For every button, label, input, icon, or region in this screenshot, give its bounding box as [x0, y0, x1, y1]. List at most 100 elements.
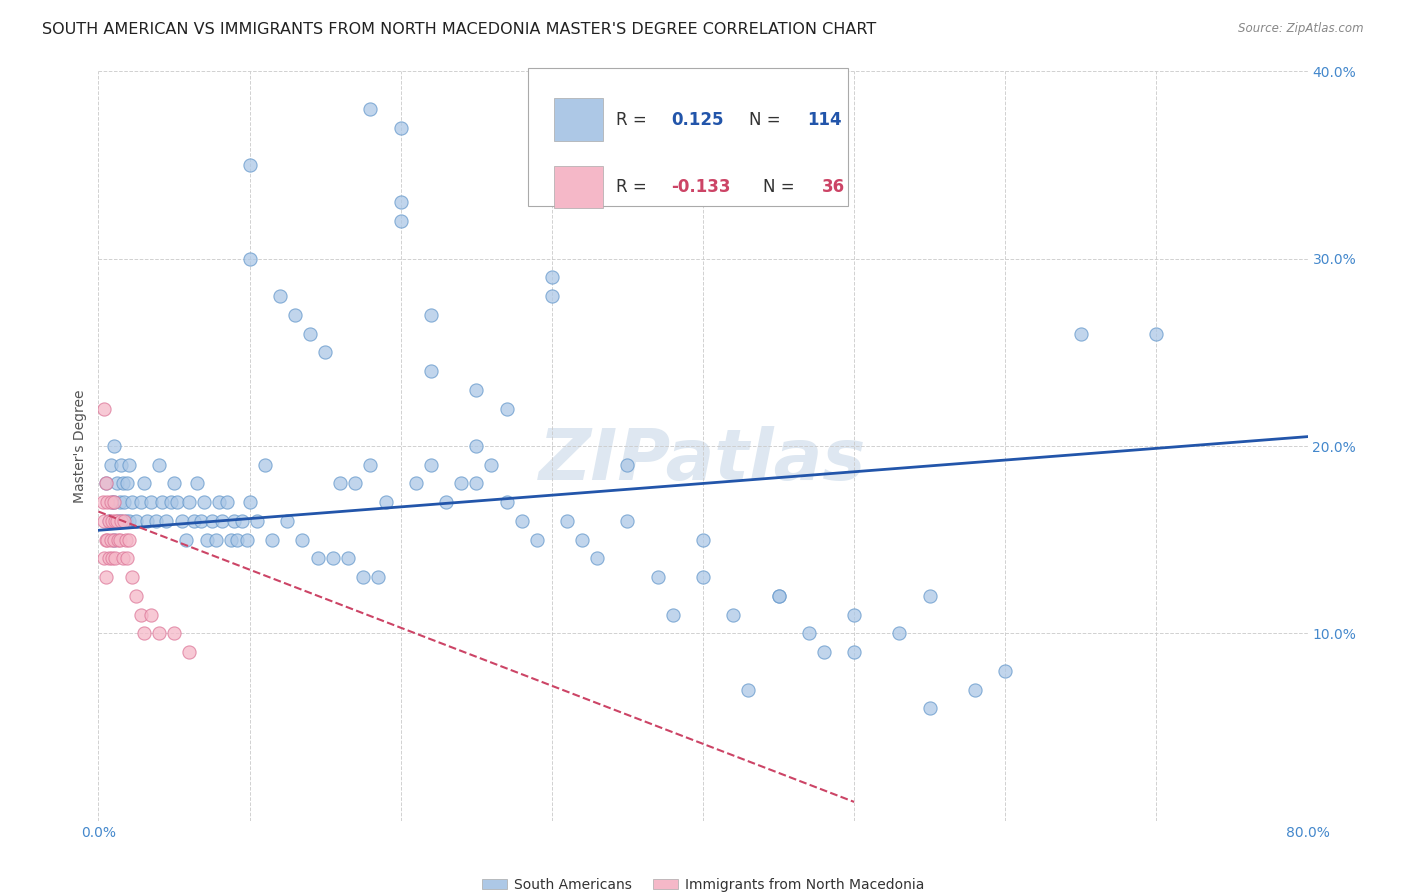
Text: Source: ZipAtlas.com: Source: ZipAtlas.com	[1239, 22, 1364, 36]
Point	[94, 533, 117, 547]
Point	[96, 495, 118, 509]
Point	[129, 607, 152, 622]
Point	[155, 514, 177, 528]
Point	[183, 514, 205, 528]
Point	[132, 476, 155, 491]
Point	[768, 589, 790, 603]
Point	[93, 551, 115, 566]
Text: ZIPatlas: ZIPatlas	[540, 426, 866, 495]
Point	[160, 495, 183, 509]
Text: R =: R =	[616, 112, 652, 129]
Point	[193, 495, 215, 509]
Point	[616, 514, 638, 528]
Point	[540, 270, 562, 285]
Point	[103, 439, 125, 453]
Point	[307, 551, 329, 566]
Point	[114, 533, 136, 547]
Point	[510, 514, 533, 528]
Point	[586, 551, 609, 566]
Point	[291, 533, 314, 547]
Point	[111, 476, 134, 491]
Point	[284, 308, 307, 322]
Point	[105, 476, 128, 491]
Point	[115, 476, 138, 491]
Point	[110, 514, 132, 528]
Point	[420, 364, 443, 378]
Point	[135, 514, 157, 528]
Point	[94, 476, 117, 491]
Point	[1070, 326, 1092, 341]
FancyBboxPatch shape	[527, 68, 848, 206]
Point	[132, 626, 155, 640]
Point	[367, 570, 389, 584]
Point	[94, 476, 117, 491]
Point	[118, 533, 141, 547]
Point	[276, 514, 298, 528]
Point	[813, 645, 835, 659]
Point	[465, 476, 488, 491]
Point	[329, 476, 352, 491]
Point	[125, 589, 148, 603]
Point	[352, 570, 374, 584]
Point	[224, 514, 246, 528]
FancyBboxPatch shape	[554, 166, 603, 209]
Point	[389, 195, 412, 210]
Point	[190, 514, 212, 528]
Point	[141, 495, 163, 509]
Point	[104, 514, 127, 528]
Point	[235, 533, 257, 547]
Point	[98, 514, 121, 528]
Point	[647, 570, 669, 584]
Point	[114, 514, 136, 528]
Point	[262, 533, 284, 547]
Point	[571, 533, 593, 547]
Point	[105, 514, 128, 528]
Point	[918, 701, 941, 715]
Point	[93, 401, 115, 416]
Point	[322, 551, 344, 566]
Text: -0.133: -0.133	[672, 178, 731, 196]
Point	[336, 551, 359, 566]
Point	[101, 495, 124, 509]
Point	[125, 514, 148, 528]
Point	[526, 533, 548, 547]
Point	[145, 514, 167, 528]
Point	[129, 495, 152, 509]
Point	[121, 495, 143, 509]
Point	[555, 514, 578, 528]
Point	[163, 626, 186, 640]
Text: 0.125: 0.125	[672, 112, 724, 129]
Point	[103, 533, 125, 547]
Point	[495, 401, 517, 416]
Point	[186, 476, 208, 491]
Point	[121, 570, 143, 584]
Point	[98, 514, 121, 528]
Text: SOUTH AMERICAN VS IMMIGRANTS FROM NORTH MACEDONIA MASTER'S DEGREE CORRELATION CH: SOUTH AMERICAN VS IMMIGRANTS FROM NORTH …	[42, 22, 876, 37]
Point	[118, 458, 141, 472]
Point	[208, 495, 231, 509]
Point	[965, 682, 987, 697]
Point	[91, 495, 114, 509]
Point	[174, 533, 197, 547]
Point	[465, 383, 488, 397]
Point	[844, 645, 866, 659]
Text: R =: R =	[616, 178, 652, 196]
Point	[661, 607, 683, 622]
Point	[616, 458, 638, 472]
Point	[103, 533, 125, 547]
Point	[195, 533, 218, 547]
Point	[110, 458, 132, 472]
Point	[737, 682, 759, 697]
Point	[231, 514, 253, 528]
Point	[253, 458, 276, 472]
Point	[179, 495, 201, 509]
Point	[465, 439, 488, 453]
Text: 114: 114	[807, 112, 842, 129]
Point	[103, 495, 125, 509]
Point	[889, 626, 911, 640]
Point	[93, 514, 115, 528]
Point	[314, 345, 336, 359]
Point	[540, 289, 562, 303]
Point	[103, 495, 125, 509]
Point	[450, 476, 472, 491]
